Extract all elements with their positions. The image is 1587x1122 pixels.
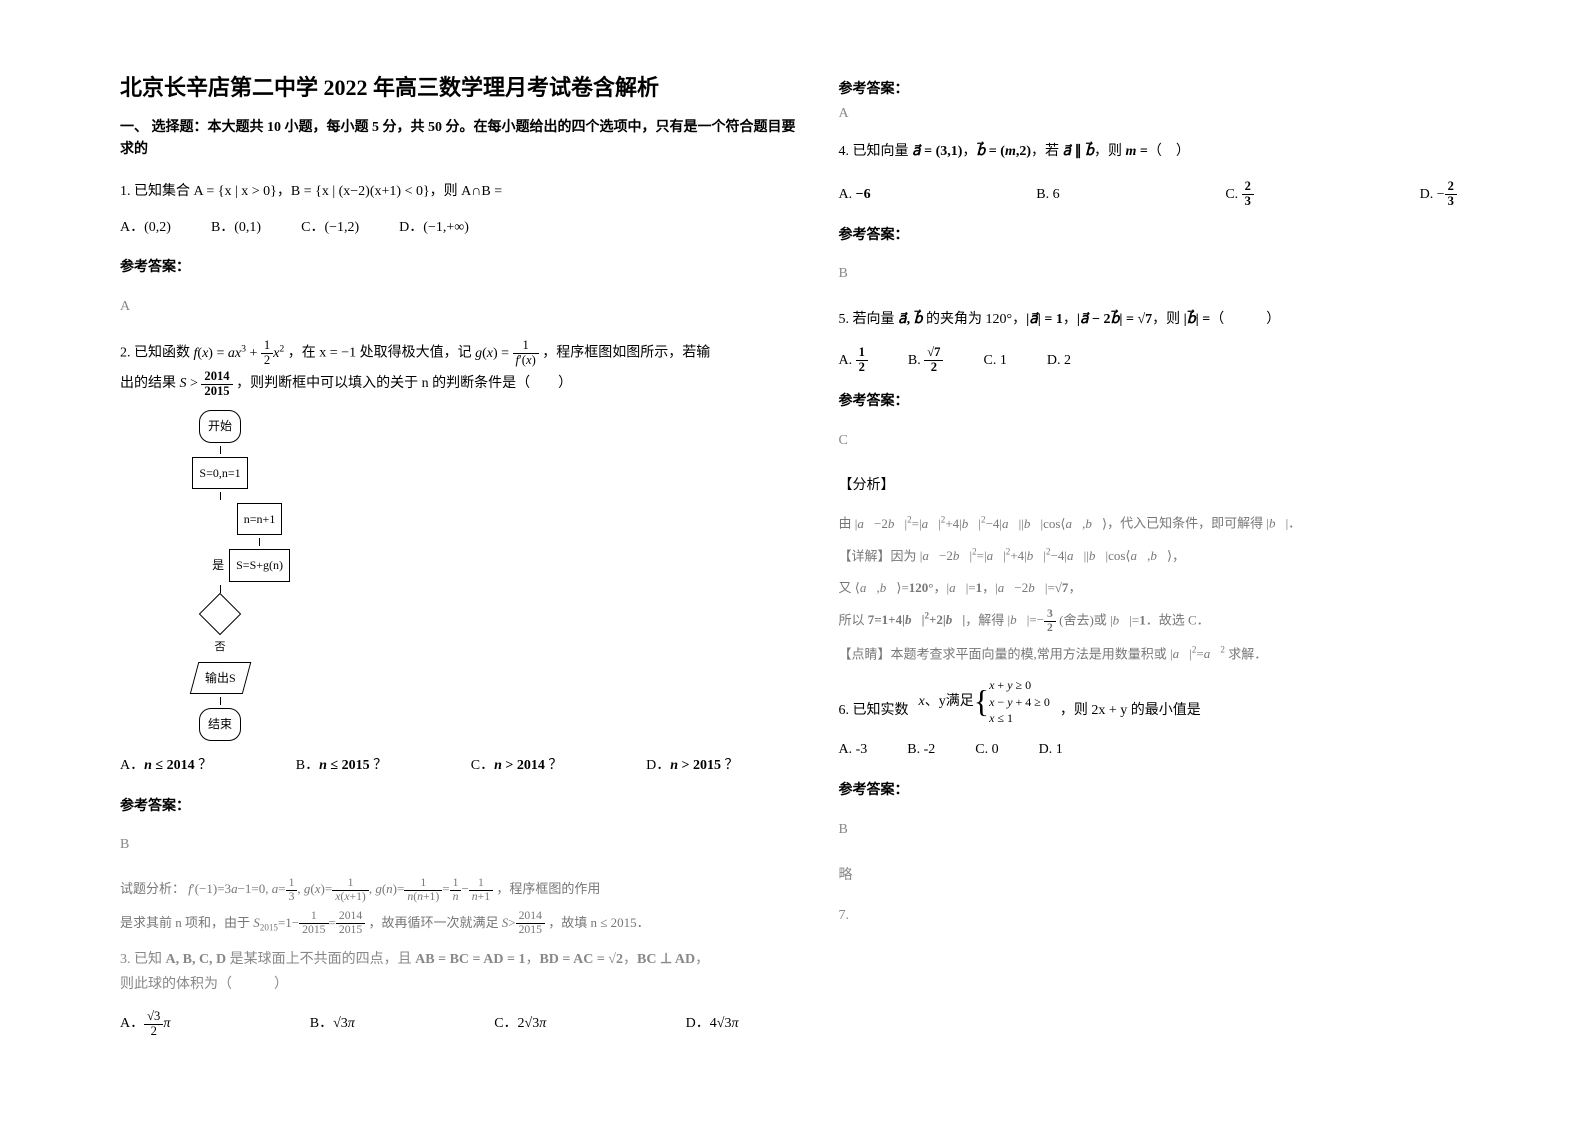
q5-analysis-label: 【分析】 [839,471,1518,502]
q5-stem: 5. 若向量 a⃗, b⃗ 的夹角为 120°，|a⃗| = 1，|a⃗ − 2… [839,312,1281,327]
fc-output: 输出S [189,662,250,694]
q5-opt-a: A. 12 [839,346,868,377]
q6-opt-b: B. -2 [907,735,935,766]
q6-detail: 略 [839,861,1518,892]
q2-stem-b: ，在 x = −1 处取得极大值，记 [288,346,475,361]
q2-answer: B [120,830,799,861]
q1-opt-c: C．(−1,2) [301,213,359,244]
q1-opt-d: D．(−1,+∞) [399,213,469,244]
q5-answer-label: 参考答案： [839,387,1518,418]
flowchart: 开始 S=0,n=1 n=n+1 S=S+g(n)是 否 输出S 结束 [150,410,290,741]
q5-comment: 【点睛】本题考查求平面向量的模,常用方法是用数量积或 |a⃗|2=a⃗2 求解． [839,641,1518,667]
q2-answer-label: 参考答案： [120,792,799,823]
q2-opt-d: D．n > 2015 ？ [646,751,738,782]
q5-opt-d: D. 2 [1047,346,1071,377]
question-1: 1. 已知集合 A = {x | x > 0}，B = {x | (x−2)(x… [120,177,799,323]
q5-opt-b: B. √72 [908,346,944,377]
q2-formula-1: f(x) = ax3 + 12x2 [194,346,285,361]
q1-answer-label: 参考答案： [120,253,799,284]
q5-opt-c: C. 1 [983,346,1006,377]
left-column: 北京长辛店第二中学 2022 年高三数学理月考试卷含解析 一、 选择题：本大题共… [100,70,819,1092]
question-5: 5. 若向量 a⃗, b⃗ 的夹角为 120°，|a⃗| = 1，|a⃗ − 2… [839,305,1518,667]
q5-detail-2: 又 ⟨a⃗,b⃗⟩=120°，|a⃗|=1，|a⃗−2b⃗|=√7， [839,575,1518,601]
q2-opt-c: C．n > 2014 ？ [471,751,563,782]
q4-answer-label: 参考答案： [839,221,1518,252]
q1-opt-b: B．(0,1) [211,213,261,244]
q6-stem-a: 6. 已知实数 [839,696,909,727]
q4-stem: 4. 已知向量 a⃗ = (3,1)，b⃗ = (m,2)，若 a⃗ ∥ b⃗，… [839,144,1190,159]
q2-stem-d: 出的结果 [120,376,180,391]
q6-opt-c: C. 0 [975,735,998,766]
q2-stem-e: ，则判断框中可以填入的关于 n 的判断条件是（ ） [236,376,572,391]
question-7: 7. [839,901,1518,932]
q6-opt-a: A. -3 [839,735,868,766]
q5-analysis: 由 |a⃗−2b⃗|2=|a⃗|2+4|b⃗|2−4|a⃗||b⃗|cos⟨a⃗… [839,510,1518,536]
q3-answer-label: 参考答案： [839,78,1518,98]
q2-stem-c: ，程序框图如图所示，若输 [542,346,710,361]
right-column: 参考答案： A 4. 已知向量 a⃗ = (3,1)，b⃗ = (m,2)，若 … [819,70,1538,1092]
fc-yes-label: 是 [212,552,224,578]
q6-answer: B [839,815,1518,846]
q5-detail-1: 【详解】因为 |a⃗−2b⃗|2=|a⃗|2+4|b⃗|2−4|a⃗||b⃗|c… [839,543,1518,569]
page-title: 北京长辛店第二中学 2022 年高三数学理月考试卷含解析 [120,70,799,102]
q1-answer: A [120,292,799,323]
q4-opt-b: B. 6 [1036,180,1059,211]
q6-inequality: x、y满足 { x + y ≥ 0 x − y + 4 ≥ 0 x ≤ 1 [919,677,1050,727]
fc-end: 结束 [199,708,241,740]
q4-opt-a: A. −6 [839,180,871,211]
question-2: 2. 已知函数 f(x) = ax3 + 12x2 ，在 x = −1 处取得极… [120,338,799,937]
q2-opt-b: B．n ≤ 2015 ？ [296,751,387,782]
q2-formula-3: S > 20142015 [180,376,233,391]
q3-opt-a: A．√32π [120,1009,170,1040]
q3-opt-b: B．√3π [310,1009,355,1040]
q3-stem: 3. 已知 A, B, C, D 是某球面上不共面的四点，且 AB = BC =… [120,952,709,967]
fc-start: 开始 [199,410,241,442]
q1-stem: 1. 已知集合 A = {x | x > 0}，B = {x | (x−2)(x… [120,184,502,199]
q2-formula-2: g(x) = 1f′(x) [475,346,539,361]
q4-answer: B [839,259,1518,290]
q1-opt-a: A．(0,2) [120,213,171,244]
q5-answer: C [839,426,1518,457]
q5-detail-3: 所以 7=1+4|b⃗|2+2|b⃗|，解得 |b⃗|=−32 (舍去)或 |b… [839,607,1518,635]
section-header: 一、 选择题：本大题共 10 小题，每小题 5 分，共 50 分。在每小题给出的… [120,117,799,162]
q2-detail-1: 试题分析： f′(−1)=3a−1=0, a=13, g(x)=1x(x+1),… [120,876,799,903]
fc-no-label: 否 [150,635,290,659]
fc-inc: n=n+1 [237,503,283,535]
q2-opt-a: A．n ≤ 2014 ？ [120,751,212,782]
q3-stem2: 则此球的体积为（ ） [120,977,288,992]
question-4: 4. 已知向量 a⃗ = (3,1)，b⃗ = (m,2)，若 a⃗ ∥ b⃗，… [839,137,1518,290]
q2-stem-a: 2. 已知函数 [120,346,194,361]
fc-init: S=0,n=1 [192,457,247,489]
q3-opt-d: D．4√3π [686,1009,739,1040]
fc-assign: S=S+g(n)是 [229,549,290,581]
q4-opt-d: D. −23 [1420,180,1457,211]
q2-detail-2: 是求其前 n 项和，由于 S2015=1−12015=20142015 ，故再循… [120,910,799,937]
fc-decision [199,593,241,635]
question-6: 6. 已知实数 x、y满足 { x + y ≥ 0 x − y + 4 ≥ 0 … [839,677,1518,892]
q6-stem-b: ，则 2x + y 的最小值是 [1060,696,1201,727]
q3-opt-c: C．2√3π [494,1009,546,1040]
q6-answer-label: 参考答案： [839,776,1518,807]
q6-opt-d: D. 1 [1039,735,1063,766]
q3-answer: A [839,106,1518,122]
q4-opt-c: C. 23 [1225,180,1254,211]
question-3: 3. 已知 A, B, C, D 是某球面上不共面的四点，且 AB = BC =… [120,947,799,1040]
